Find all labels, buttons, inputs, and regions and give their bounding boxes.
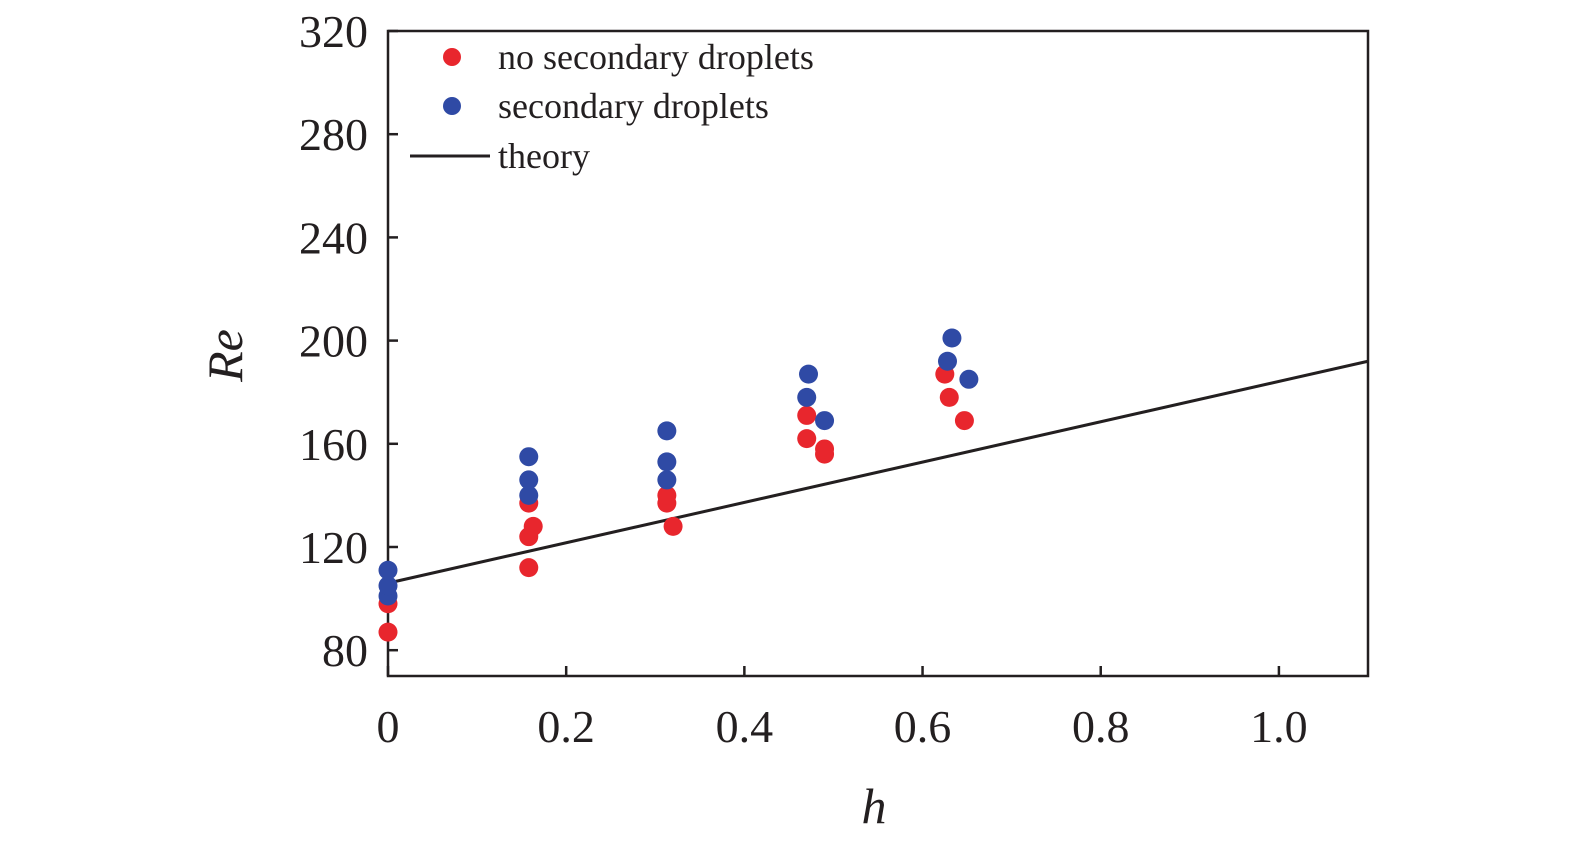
point-no-secondary-droplets — [378, 622, 398, 642]
y-tick-label: 120 — [299, 522, 368, 573]
point-no-secondary-droplets — [939, 387, 959, 407]
y-axis: 80 120 160 200 240 280 320 — [299, 6, 398, 676]
x-tick-label: 0.2 — [537, 701, 595, 752]
point-secondary-droplets — [959, 369, 979, 389]
point-no-secondary-droplets — [523, 516, 543, 536]
point-secondary-droplets — [657, 421, 677, 441]
x-tick-label: 1.0 — [1250, 701, 1308, 752]
point-secondary-droplets — [519, 447, 539, 467]
y-axis-title: Re — [197, 329, 253, 383]
point-secondary-droplets — [815, 411, 835, 431]
point-secondary-droplets — [799, 364, 819, 384]
point-secondary-droplets — [519, 485, 539, 505]
theory-line — [387, 359, 1369, 585]
legend: no secondary droplets secondary droplets… — [410, 37, 814, 176]
point-secondary-droplets — [657, 470, 677, 490]
legend-label-secondary-droplets: secondary droplets — [498, 86, 769, 126]
plot-area — [386, 29, 1370, 678]
point-no-secondary-droplets — [815, 439, 835, 459]
x-axis-title: h — [862, 778, 887, 834]
point-secondary-droplets — [378, 576, 398, 596]
y-tick-label: 160 — [299, 419, 368, 470]
legend-label-theory: theory — [498, 136, 590, 176]
x-tick-label: 0 — [377, 701, 400, 752]
y-tick-label: 200 — [299, 316, 368, 367]
legend-label-no-secondary-droplets: no secondary droplets — [498, 37, 814, 77]
point-no-secondary-droplets — [797, 405, 817, 425]
point-secondary-droplets — [942, 328, 962, 348]
plot-border — [386, 29, 1370, 678]
point-no-secondary-droplets — [519, 558, 539, 578]
point-no-secondary-droplets — [797, 429, 817, 449]
x-tick-label: 0.6 — [894, 701, 952, 752]
y-tick-label: 80 — [322, 625, 368, 676]
x-tick-label: 0.4 — [716, 701, 774, 752]
theory-line-layer — [387, 359, 1369, 585]
point-no-secondary-droplets — [657, 485, 677, 505]
point-secondary-droplets — [797, 387, 817, 407]
y-tick-label: 240 — [299, 212, 368, 263]
legend-marker-no-secondary-droplets — [443, 48, 461, 66]
y-tick-label: 320 — [299, 6, 368, 57]
x-tick-label: 0.8 — [1072, 701, 1130, 752]
point-secondary-droplets — [519, 470, 539, 490]
point-secondary-droplets — [937, 351, 957, 371]
point-secondary-droplets — [378, 560, 398, 580]
y-tick-label: 280 — [299, 109, 368, 160]
x-axis: 0 0.2 0.4 0.6 0.8 1.0 — [377, 666, 1308, 752]
legend-marker-secondary-droplets — [443, 97, 461, 115]
data-points-layer — [378, 328, 979, 642]
point-no-secondary-droplets — [663, 516, 683, 536]
point-no-secondary-droplets — [954, 411, 974, 431]
point-secondary-droplets — [657, 452, 677, 472]
